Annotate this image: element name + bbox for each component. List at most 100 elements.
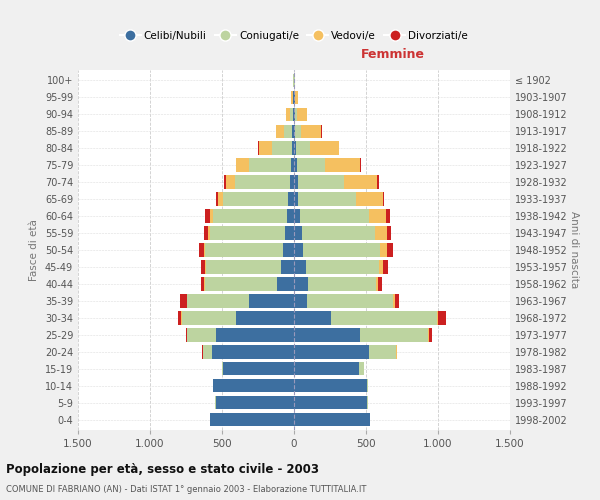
Bar xyxy=(298,192,356,205)
Bar xyxy=(250,158,291,172)
Bar xyxy=(208,226,210,239)
Bar xyxy=(295,124,301,138)
Bar xyxy=(293,108,294,121)
Bar xyxy=(386,210,391,222)
Text: Femmine: Femmine xyxy=(361,48,425,61)
Bar xyxy=(214,210,287,222)
Bar xyxy=(377,176,379,188)
Bar xyxy=(214,379,294,392)
Bar xyxy=(360,328,428,342)
Bar xyxy=(204,226,208,239)
Bar xyxy=(294,328,360,342)
Bar xyxy=(294,413,370,426)
Bar xyxy=(211,413,294,426)
Bar xyxy=(369,210,386,222)
Bar xyxy=(202,346,203,358)
Bar xyxy=(259,142,272,154)
Bar xyxy=(284,226,294,239)
Bar xyxy=(294,260,305,274)
Bar xyxy=(276,124,284,138)
Bar xyxy=(223,192,288,205)
Bar xyxy=(294,210,300,222)
Bar xyxy=(294,396,367,409)
Bar xyxy=(216,328,294,342)
Bar xyxy=(223,362,294,376)
Bar xyxy=(383,260,388,274)
Bar xyxy=(298,108,307,121)
Bar xyxy=(294,379,367,392)
Bar xyxy=(179,294,187,308)
Bar xyxy=(281,260,294,274)
Bar xyxy=(378,278,382,290)
Bar xyxy=(292,90,293,104)
Bar xyxy=(294,346,369,358)
Bar xyxy=(301,124,322,138)
Bar xyxy=(300,210,369,222)
Bar xyxy=(218,192,223,205)
Bar xyxy=(293,90,294,104)
Bar xyxy=(376,226,387,239)
Bar xyxy=(290,108,293,121)
Bar xyxy=(284,124,292,138)
Bar xyxy=(287,210,294,222)
Bar xyxy=(294,244,304,256)
Bar xyxy=(187,328,216,342)
Bar xyxy=(383,192,384,205)
Bar xyxy=(178,312,181,324)
Text: Popolazione per età, sesso e stato civile - 2003: Popolazione per età, sesso e stato civil… xyxy=(6,462,319,475)
Bar xyxy=(205,260,206,274)
Bar xyxy=(359,362,364,376)
Bar xyxy=(428,328,431,342)
Bar xyxy=(277,278,294,290)
Bar xyxy=(236,312,294,324)
Bar xyxy=(294,158,296,172)
Bar xyxy=(182,312,236,324)
Bar xyxy=(394,294,395,308)
Bar xyxy=(286,108,290,121)
Bar xyxy=(236,158,250,172)
Bar xyxy=(210,226,284,239)
Bar xyxy=(204,244,205,256)
Bar xyxy=(203,346,212,358)
Bar xyxy=(215,396,294,409)
Bar xyxy=(379,260,383,274)
Bar xyxy=(331,312,437,324)
Y-axis label: Anni di nascita: Anni di nascita xyxy=(569,212,579,288)
Bar xyxy=(308,278,376,290)
Bar xyxy=(344,176,377,188)
Bar xyxy=(380,244,387,256)
Bar xyxy=(294,108,295,121)
Bar xyxy=(216,192,218,205)
Bar xyxy=(367,379,368,392)
Bar xyxy=(205,278,277,290)
Bar xyxy=(283,244,294,256)
Bar xyxy=(294,142,296,154)
Bar xyxy=(288,192,294,205)
Bar xyxy=(226,176,235,188)
Bar xyxy=(294,362,359,376)
Bar xyxy=(305,260,379,274)
Bar xyxy=(294,90,295,104)
Bar xyxy=(292,124,294,138)
Bar xyxy=(295,108,298,121)
Bar xyxy=(296,142,310,154)
Bar xyxy=(325,158,360,172)
Bar xyxy=(307,294,394,308)
Bar xyxy=(290,176,294,188)
Bar xyxy=(294,124,295,138)
Bar xyxy=(185,328,187,342)
Bar xyxy=(296,158,325,172)
Bar xyxy=(222,362,223,376)
Bar xyxy=(295,90,298,104)
Legend: Celibi/Nubili, Coniugati/e, Vedovi/e, Divorziati/e: Celibi/Nubili, Coniugati/e, Vedovi/e, Di… xyxy=(116,26,472,45)
Bar xyxy=(438,312,446,324)
Text: COMUNE DI FABRIANO (AN) - Dati ISTAT 1° gennaio 2003 - Elaborazione TUTTITALIA.I: COMUNE DI FABRIANO (AN) - Dati ISTAT 1° … xyxy=(6,485,367,494)
Y-axis label: Fasce di età: Fasce di età xyxy=(29,219,39,281)
Bar xyxy=(210,210,214,222)
Bar xyxy=(204,278,205,290)
Bar xyxy=(206,260,281,274)
Bar xyxy=(200,260,205,274)
Bar xyxy=(294,176,298,188)
Bar xyxy=(294,278,308,290)
Bar xyxy=(356,192,383,205)
